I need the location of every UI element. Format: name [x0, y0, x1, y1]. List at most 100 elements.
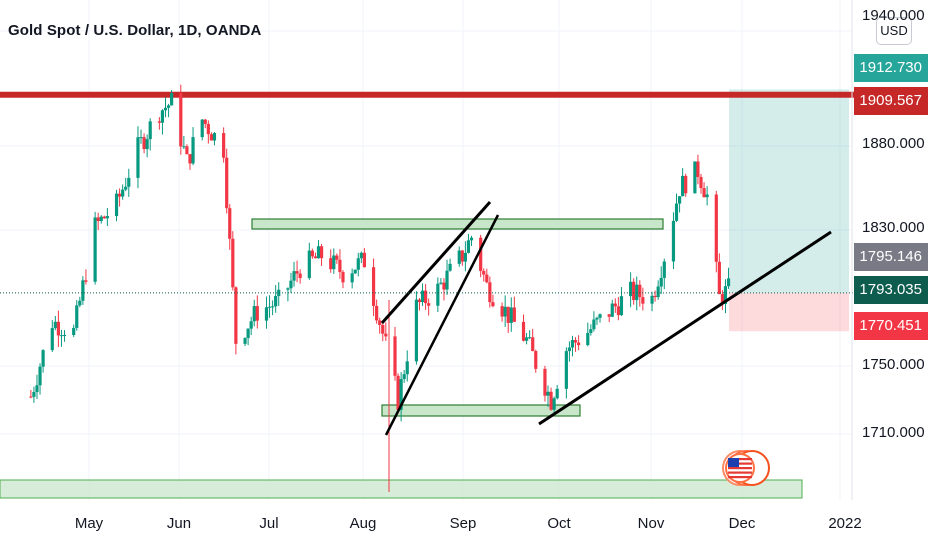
- y-tick-label: 1750.000: [862, 356, 925, 373]
- candle-body: [586, 332, 590, 346]
- candle-body: [417, 299, 422, 303]
- candle-body: [528, 337, 532, 339]
- candle-body: [442, 282, 446, 290]
- candle-body: [234, 287, 238, 344]
- candle-body: [121, 189, 125, 197]
- candle-body: [448, 263, 452, 271]
- resistance-line: [0, 91, 856, 98]
- candle-body: [479, 237, 483, 271]
- candle-body: [595, 317, 599, 320]
- candle-body: [332, 255, 336, 270]
- candle-body: [500, 306, 504, 317]
- candle-body: [684, 175, 688, 194]
- chart-title: Gold Spot / U.S. Dollar, 1D, OANDA: [8, 22, 262, 39]
- candle-body: [414, 299, 419, 362]
- candle-body: [488, 282, 492, 303]
- candle-body: [335, 255, 339, 260]
- candle-body: [50, 328, 54, 351]
- candle-body: [463, 252, 467, 262]
- candle-body: [607, 314, 611, 317]
- candle-body: [72, 327, 76, 336]
- candle-body: [402, 374, 406, 380]
- candle-body: [534, 351, 538, 369]
- candle-body: [662, 261, 666, 278]
- candle-body: [482, 270, 486, 275]
- candle-body: [56, 321, 60, 336]
- x-tick-label: Aug: [349, 515, 377, 532]
- candle-body: [396, 375, 400, 410]
- candle-body: [114, 193, 119, 217]
- flag-stripe: [728, 458, 752, 461]
- candle-body: [466, 240, 471, 253]
- candle-body: [185, 146, 189, 155]
- candle-body: [485, 274, 489, 283]
- candle-body: [170, 93, 174, 106]
- candle-body: [469, 237, 474, 241]
- candle-body: [378, 320, 382, 326]
- candle-body: [142, 137, 146, 150]
- last-price-tag: 1795.146: [854, 243, 928, 271]
- candle-body: [191, 137, 195, 164]
- candle-body: [29, 396, 33, 398]
- candle-body: [75, 305, 79, 328]
- candle-body: [182, 146, 186, 148]
- target-price-tag: 1912.730: [854, 54, 928, 82]
- candle-body: [420, 290, 425, 303]
- candle-body: [726, 278, 731, 287]
- candle-body: [653, 295, 657, 298]
- candle-body: [356, 258, 360, 270]
- candle-body: [157, 121, 161, 123]
- candle-body: [375, 305, 379, 321]
- range-top-box: [251, 218, 664, 230]
- candle-body: [460, 250, 464, 262]
- candle-body: [632, 281, 636, 301]
- channel-lower-trendline: [384, 214, 500, 436]
- candle-body: [38, 366, 42, 386]
- candle-body: [717, 261, 721, 295]
- stop-price-tag: 1770.451: [854, 312, 928, 340]
- candle-body: [543, 368, 547, 396]
- candle-body: [212, 133, 217, 141]
- candle-body: [231, 238, 235, 288]
- candle-body: [638, 284, 642, 298]
- candle-body: [362, 252, 366, 268]
- y-tick-label: 1830.000: [862, 219, 925, 236]
- candle-body: [249, 321, 253, 329]
- candle-body: [102, 216, 106, 219]
- candle-body: [512, 307, 516, 322]
- candle-body: [702, 188, 706, 198]
- candle-body: [118, 193, 122, 197]
- candle-body: [200, 119, 204, 138]
- candle-body: [427, 303, 431, 306]
- candle-body: [424, 290, 428, 304]
- candle-body: [674, 203, 679, 221]
- y-tick-label: 1880.000: [862, 135, 925, 152]
- candle-body: [310, 250, 314, 257]
- candle-body: [99, 216, 103, 221]
- candle-body: [319, 246, 324, 259]
- candle-body: [549, 391, 553, 410]
- candle-body: [714, 194, 718, 262]
- candle-body: [274, 296, 278, 307]
- candle-body: [384, 333, 388, 337]
- candle-body: [555, 388, 559, 399]
- candle-body: [598, 314, 602, 318]
- currency-button[interactable]: USD: [876, 17, 912, 45]
- candle-body: [359, 252, 363, 259]
- candle-body: [509, 307, 513, 323]
- candle-body: [503, 306, 507, 317]
- candle-body: [350, 273, 354, 283]
- candle-body: [136, 137, 140, 178]
- y-tick-label: 1940.000: [862, 7, 925, 24]
- candle-body: [139, 137, 143, 139]
- candle-body: [295, 271, 299, 274]
- candle-body: [589, 329, 593, 333]
- candle-body: [203, 119, 207, 124]
- candle-body: [53, 321, 57, 329]
- x-tick-label: Sep: [449, 515, 477, 532]
- candle-body: [81, 280, 85, 301]
- candle-body: [570, 340, 575, 348]
- candle-body: [96, 217, 100, 221]
- candle-body: [573, 340, 578, 343]
